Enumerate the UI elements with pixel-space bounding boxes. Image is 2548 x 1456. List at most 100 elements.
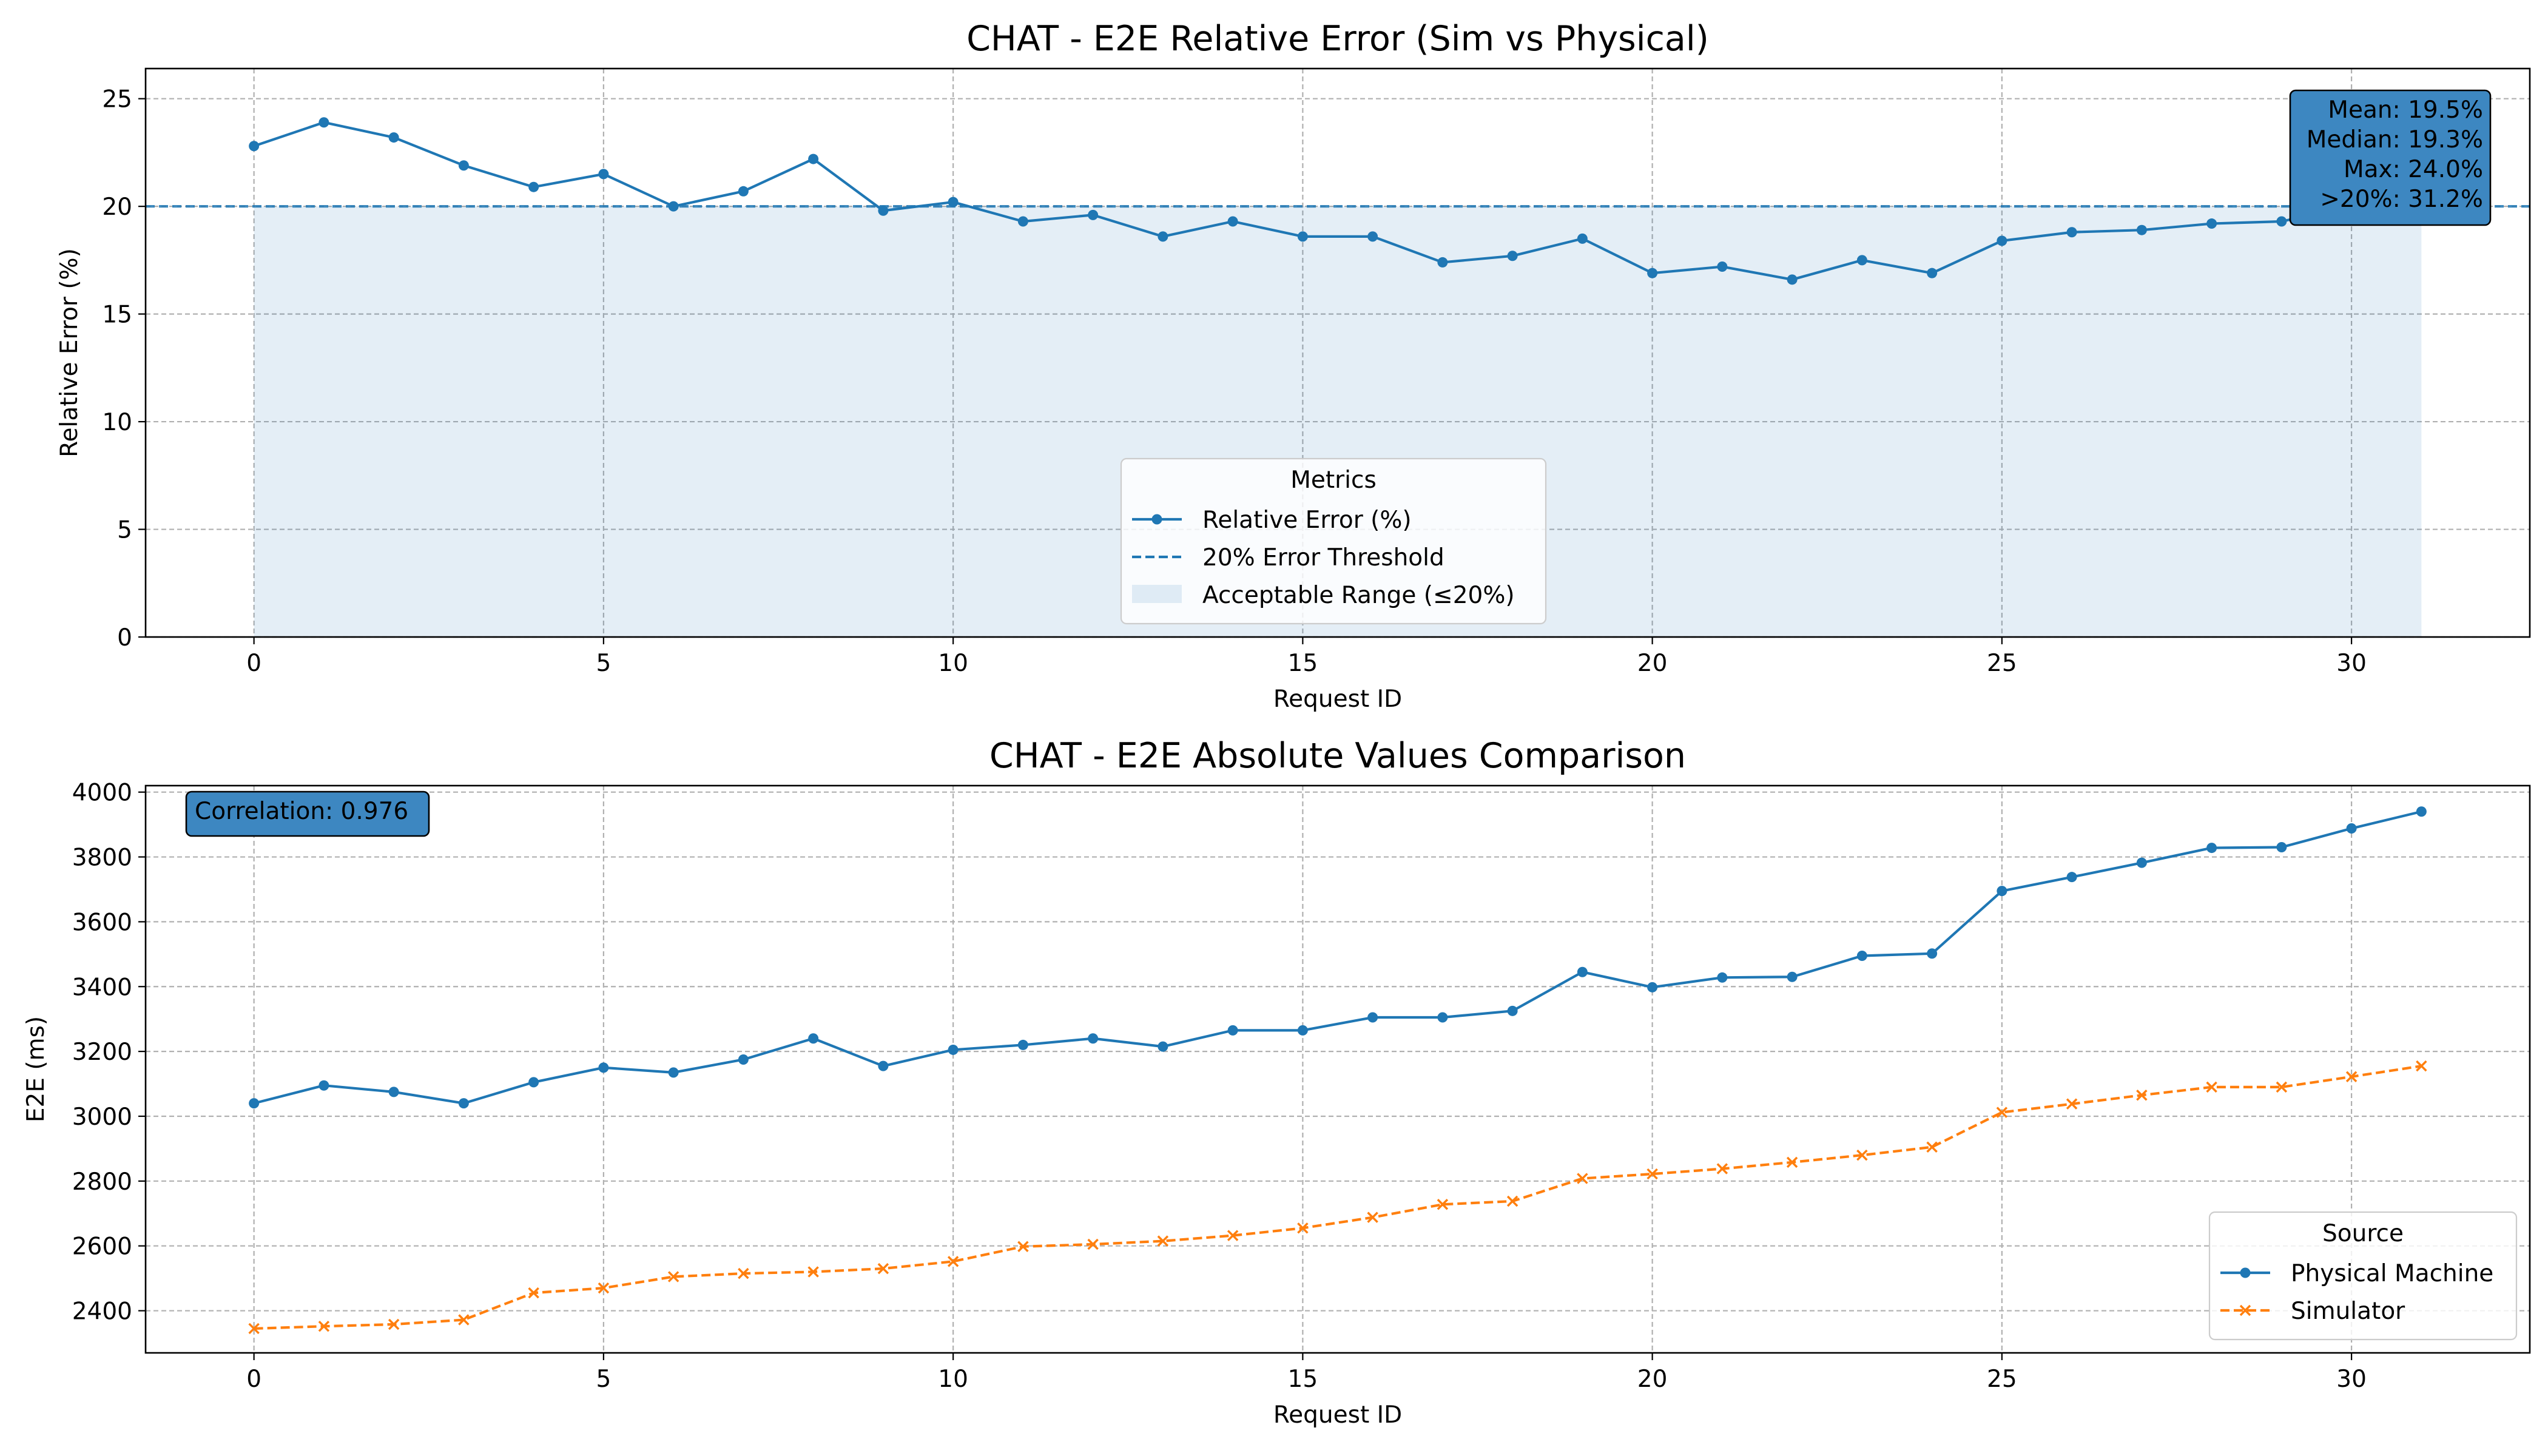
series-line-1 xyxy=(254,810,2422,1105)
data-point xyxy=(2206,843,2217,854)
y-axis-label: E2E (ms) xyxy=(22,1016,50,1122)
data-point xyxy=(1437,1012,1448,1023)
data-point xyxy=(2276,1081,2288,1093)
y-axis-label: Relative Error (%) xyxy=(56,248,83,457)
data-point xyxy=(878,1060,889,1071)
data-point xyxy=(598,1062,609,1073)
chart-panel-2: 0 5 10 15 20 25 30 2400 2600 2800 3000 3200 3400 3600… xyxy=(22,736,2531,1429)
data-point xyxy=(528,1077,539,1088)
x-tick-label: 5 xyxy=(596,650,611,677)
data-point xyxy=(1717,972,1728,983)
stats-line: Mean: 19.5% xyxy=(2328,96,2483,124)
x-tick-label: 25 xyxy=(1987,650,2017,677)
data-point xyxy=(2136,857,2147,868)
data-point xyxy=(1787,971,1798,982)
data-point xyxy=(1017,216,1028,227)
data-point xyxy=(528,1287,539,1299)
y-tick-label: 10 xyxy=(102,409,132,436)
legend: Source Physical Machine Simulator xyxy=(2208,1211,2518,1341)
data-point xyxy=(249,1098,260,1109)
data-point xyxy=(1437,1199,1449,1210)
data-point xyxy=(528,181,539,192)
data-point xyxy=(947,1256,959,1267)
axes-frame xyxy=(144,784,2531,1354)
legend-label: Acceptable Range (≤20%) xyxy=(1202,582,1515,609)
data-point xyxy=(668,201,679,212)
data-point xyxy=(1577,1173,1588,1184)
data-point xyxy=(2066,1098,2078,1110)
y-tick-label: 4000 xyxy=(72,780,132,807)
legend-title: Metrics xyxy=(1290,467,1377,494)
x-tick-label: 10 xyxy=(938,1366,968,1393)
data-point xyxy=(738,1267,749,1279)
data-point xyxy=(388,132,399,143)
x-tick-label: 0 xyxy=(246,650,261,677)
legend-title: Source xyxy=(2322,1220,2404,1247)
y-tick-label: 2800 xyxy=(72,1168,132,1196)
chart-title: CHAT - E2E Absolute Values Comparison xyxy=(989,736,1686,776)
data-point xyxy=(1856,951,1867,961)
stats-box xyxy=(185,790,430,837)
data-point xyxy=(808,153,819,164)
data-point xyxy=(1088,1033,1099,1044)
data-point xyxy=(1087,1238,1099,1250)
data-point xyxy=(2416,806,2427,817)
data-point xyxy=(1577,233,1588,244)
x-tick-label: 25 xyxy=(1987,1366,2017,1393)
x-tick-label: 20 xyxy=(1637,650,1668,677)
data-point xyxy=(2276,216,2287,227)
data-point xyxy=(1647,982,1658,993)
data-point xyxy=(1577,966,1588,977)
y-tick-label: 3800 xyxy=(72,844,132,872)
data-point xyxy=(1297,1222,1309,1234)
legend-label: Physical Machine xyxy=(2291,1260,2493,1287)
data-point xyxy=(2206,1081,2217,1093)
legend-marker xyxy=(2240,1267,2251,1278)
y-tick-label: 0 xyxy=(117,624,132,652)
legend-label: Simulator xyxy=(2291,1298,2405,1325)
x-tick-label: 5 xyxy=(596,1366,611,1393)
data-point xyxy=(1787,274,1798,285)
y-tick-label: 3000 xyxy=(72,1104,132,1131)
data-point xyxy=(808,1033,819,1044)
x-tick-label: 30 xyxy=(2336,650,2367,677)
y-tick-label: 2400 xyxy=(72,1298,132,1326)
data-point xyxy=(807,1266,819,1278)
data-point xyxy=(1856,255,1867,266)
y-tick-label: 3200 xyxy=(72,1039,132,1066)
data-point xyxy=(1717,261,1728,272)
data-point xyxy=(2066,872,2077,883)
data-point xyxy=(2345,1071,2358,1083)
x-tick-label: 20 xyxy=(1637,1366,1668,1393)
data-point xyxy=(249,141,260,152)
data-point xyxy=(2346,823,2357,834)
data-point xyxy=(1646,1168,1658,1180)
data-point xyxy=(318,117,329,128)
series-line-1 xyxy=(253,121,2422,281)
chart-title: CHAT - E2E Relative Error (Sim vs Physic… xyxy=(966,19,1709,59)
legend-box xyxy=(1120,457,1547,625)
data-point xyxy=(738,186,749,197)
stats-box xyxy=(2289,89,2492,226)
data-point xyxy=(1367,1012,1378,1023)
x-tick-label: 10 xyxy=(938,650,968,677)
data-point xyxy=(1927,268,1938,278)
data-point xyxy=(1507,251,1518,261)
data-point xyxy=(948,1044,959,1055)
y-tick-label: 20 xyxy=(102,194,132,221)
legend-label: Relative Error (%) xyxy=(1202,507,1412,534)
legend-marker xyxy=(1151,514,1162,525)
data-point xyxy=(1997,886,2007,897)
chart-panel-1: 0 5 10 15 20 25 30 0 5 10 15 20 25 CHAT - E2E Relativ… xyxy=(56,19,2531,713)
y-tick-label: 15 xyxy=(102,302,132,329)
data-point xyxy=(1506,1195,1518,1207)
legend-marker xyxy=(2239,1304,2251,1316)
data-point xyxy=(458,1098,469,1109)
data-point xyxy=(598,1282,610,1294)
stats-line: Max: 24.0% xyxy=(2344,156,2483,183)
data-point xyxy=(1017,1241,1029,1252)
x-tick-label: 15 xyxy=(1288,1366,1318,1393)
data-point xyxy=(388,1087,399,1097)
data-point xyxy=(1926,1141,1938,1153)
